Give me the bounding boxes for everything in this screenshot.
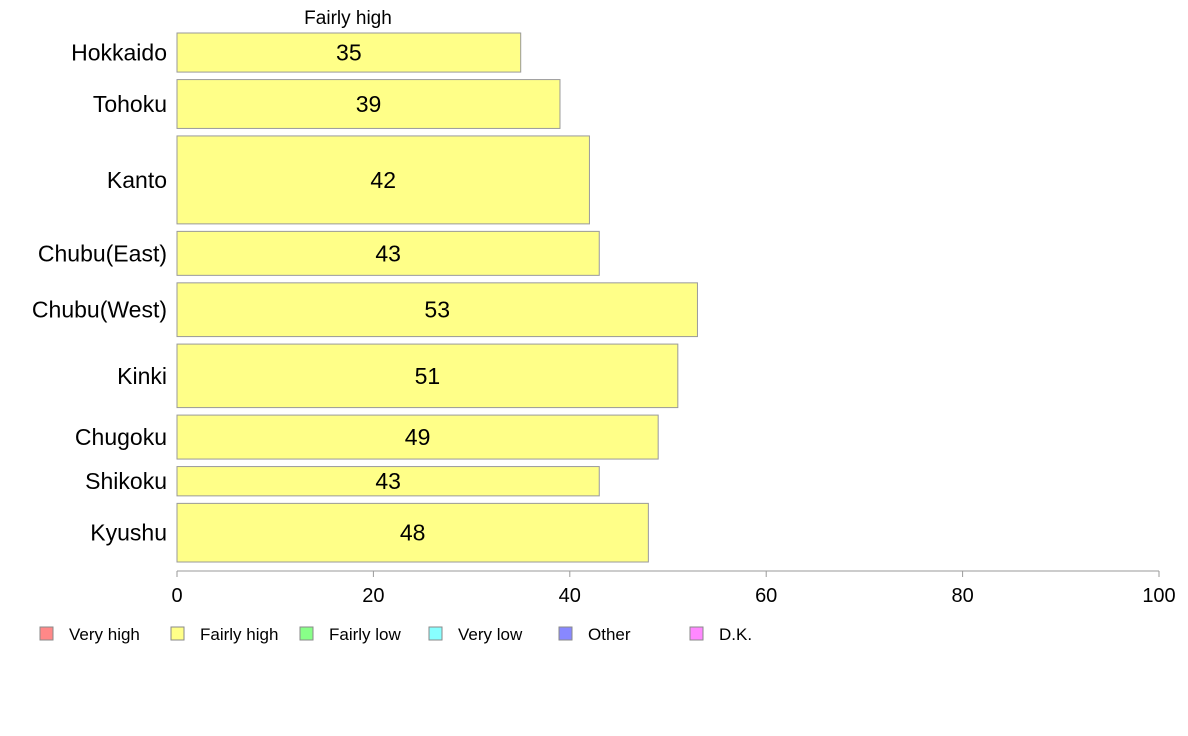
bar [176, 230, 600, 276]
data-label: 39 [356, 91, 382, 117]
data-label: 35 [336, 40, 362, 66]
legend-swatch [299, 626, 314, 641]
x-tick-label: 20 [362, 585, 384, 607]
legend-swatch [689, 626, 704, 641]
bar [176, 32, 522, 73]
bar [176, 135, 590, 225]
data-label: 42 [370, 167, 396, 193]
legend-swatch [558, 626, 573, 641]
category-labels: Hokkaido Tohoku Kanto Chubu(East) Chubu(West… [32, 40, 167, 546]
x-axis: 0 20 40 60 80 100 [171, 570, 1176, 607]
category-label: Chubu(West) [32, 297, 167, 323]
bar [176, 414, 659, 460]
legend-label: Fairly low [329, 625, 402, 644]
legend-label: D.K. [719, 625, 752, 644]
category-label: Shikoku [85, 468, 167, 494]
legend-swatch [39, 626, 54, 641]
bar [176, 282, 698, 338]
data-label: 51 [415, 363, 441, 389]
x-tick-label: 60 [755, 585, 777, 607]
legend-label: Fairly high [200, 625, 278, 644]
legend-label: Very high [69, 625, 140, 644]
data-label: 48 [400, 520, 426, 546]
legend-swatch [428, 626, 443, 641]
category-label: Hokkaido [71, 40, 167, 66]
data-label: 43 [375, 468, 401, 494]
category-label: Tohoku [93, 91, 167, 117]
category-label: Kinki [117, 363, 167, 389]
category-label: Kanto [107, 167, 167, 193]
category-label: Kyushu [90, 520, 167, 546]
series-heading: Fairly high [304, 8, 392, 29]
bar [176, 343, 679, 409]
x-tick-label: 100 [1142, 585, 1175, 607]
legend-label: Other [588, 625, 631, 644]
category-label: Chugoku [75, 424, 167, 450]
bar [176, 502, 649, 563]
legend-label: Very low [458, 625, 523, 644]
bar [176, 466, 600, 497]
x-tick-label: 0 [171, 585, 182, 607]
legend-swatch [170, 626, 185, 641]
x-tick-label: 40 [559, 585, 581, 607]
data-label: 49 [405, 424, 431, 450]
x-tick-label: 80 [951, 585, 973, 607]
data-label: 43 [375, 240, 401, 266]
bar [176, 79, 561, 129]
category-label: Chubu(East) [38, 240, 167, 266]
data-label: 53 [424, 297, 450, 323]
legend: Very high Fairly high Fairly low Very low Ot… [39, 625, 752, 644]
